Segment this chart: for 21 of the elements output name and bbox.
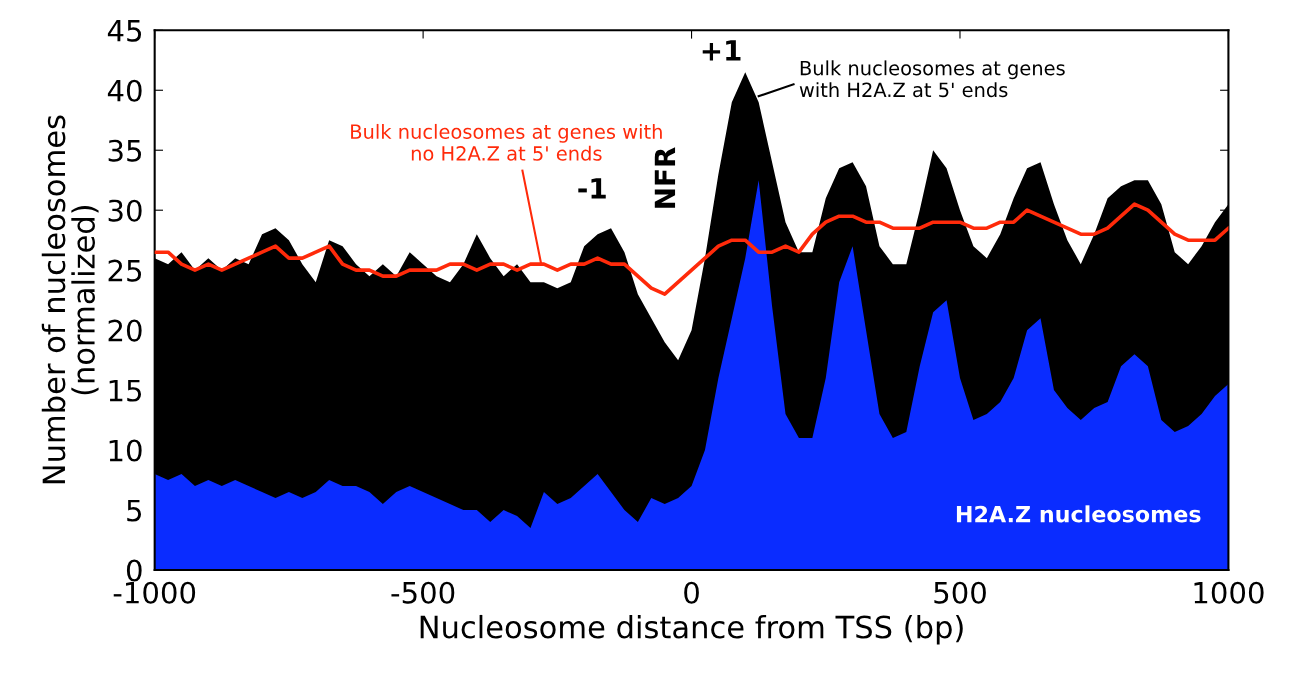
x-tick-label: 0: [684, 581, 699, 604]
x-tick-label: -500: [391, 581, 455, 604]
x-tick-label: -1000: [113, 581, 196, 604]
y-tick-label: 0: [126, 559, 142, 582]
y-tick-label: 10: [109, 439, 142, 462]
x-tick-label: 1000: [1194, 581, 1264, 604]
y-tick-label: 5: [127, 499, 142, 522]
y-tick-label: 20: [108, 319, 142, 342]
y-tick-label: 25: [108, 259, 142, 282]
y-tick-label: 40: [107, 79, 142, 102]
y-tick-label: 15: [109, 379, 142, 402]
series-label: H2A.Z nucleosomes: [956, 505, 1201, 523]
x-tick-label: 500: [934, 581, 986, 604]
y-tick-label: 45: [107, 20, 142, 42]
y-tick-label: 35: [108, 139, 142, 162]
y-tick-label: 30: [108, 199, 142, 222]
legend-label: Bulk nucleosomes at genes with H2A.Z at 5' ends: [799, 60, 1065, 98]
x-axis-title: Nucleosome distance from TSS (bp): [420, 614, 963, 645]
y-axis-title: Number of nucleosomes (normalized): [41, 115, 99, 484]
annotation: +1: [702, 40, 741, 61]
annotation: -1: [578, 178, 606, 199]
